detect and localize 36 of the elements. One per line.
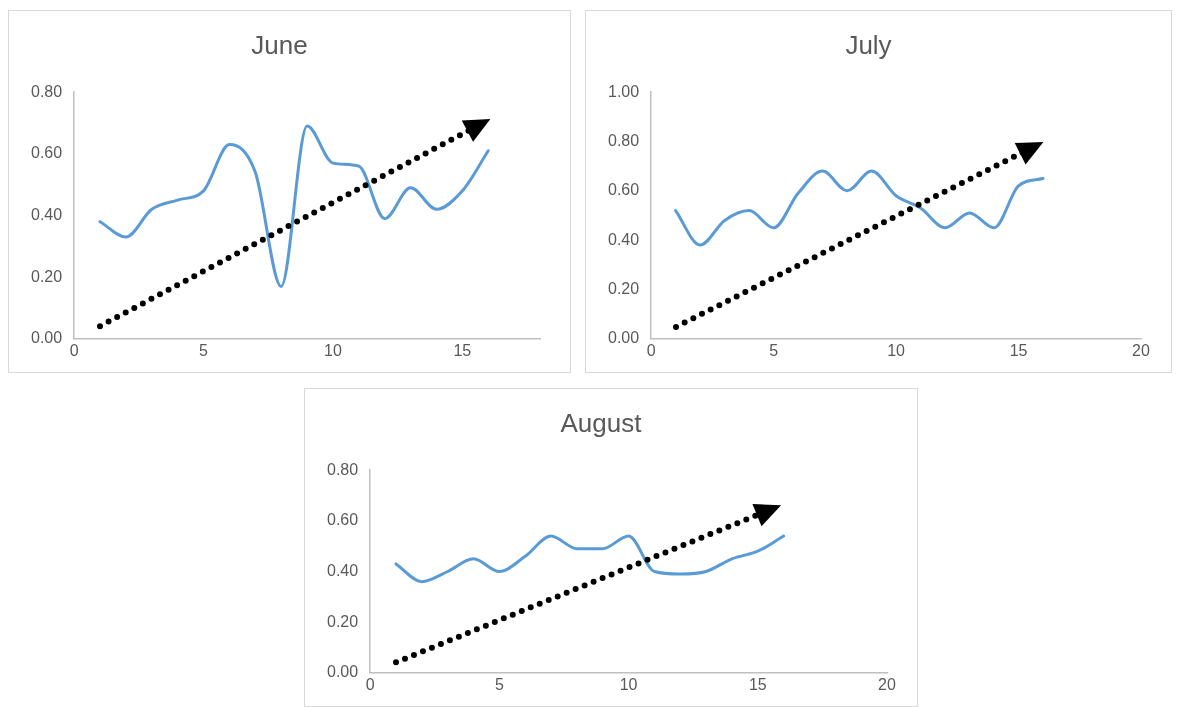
x-tick-label: 15 <box>453 341 472 359</box>
y-tick-label: 0.00 <box>327 663 359 681</box>
y-tick-label: 0.80 <box>31 82 63 100</box>
y-tick-label: 0.60 <box>327 511 359 529</box>
x-tick-label: 0 <box>69 341 79 359</box>
x-tick-label: 10 <box>887 341 906 359</box>
y-tick-label: 0.20 <box>608 279 640 297</box>
chart-title: July <box>845 29 892 60</box>
x-tick-label: 5 <box>769 341 779 359</box>
y-tick-label: 0.20 <box>31 267 63 285</box>
x-tick-label: 5 <box>199 341 209 359</box>
chart-title: June <box>251 29 308 60</box>
y-tick-label: 0.20 <box>327 612 359 630</box>
x-tick-label: 10 <box>324 341 342 359</box>
x-tick-label: 20 <box>878 675 896 693</box>
y-tick-label: 1.00 <box>608 82 640 100</box>
x-tick-label: 0 <box>646 341 656 359</box>
x-tick-label: 10 <box>619 675 638 693</box>
x-tick-label: 20 <box>1132 341 1150 359</box>
line-series <box>674 169 1045 247</box>
line-series <box>394 534 786 584</box>
line-series <box>98 124 490 288</box>
y-tick-label: 0.00 <box>608 329 640 347</box>
x-tick-label: 5 <box>494 675 504 693</box>
x-tick-label: 15 <box>1009 341 1028 359</box>
x-tick-label: 15 <box>748 675 767 693</box>
y-tick-label: 0.60 <box>608 181 640 199</box>
y-tick-label: 0.40 <box>608 230 640 248</box>
y-tick-label: 0.80 <box>327 460 359 478</box>
y-tick-label: 0.00 <box>31 329 63 347</box>
y-tick-label: 0.40 <box>31 205 63 223</box>
y-tick-label: 0.80 <box>608 131 640 149</box>
chart-title: August <box>560 407 643 438</box>
y-tick-label: 0.60 <box>31 144 63 162</box>
x-tick-label: 0 <box>365 675 375 693</box>
y-tick-label: 0.40 <box>327 561 359 579</box>
